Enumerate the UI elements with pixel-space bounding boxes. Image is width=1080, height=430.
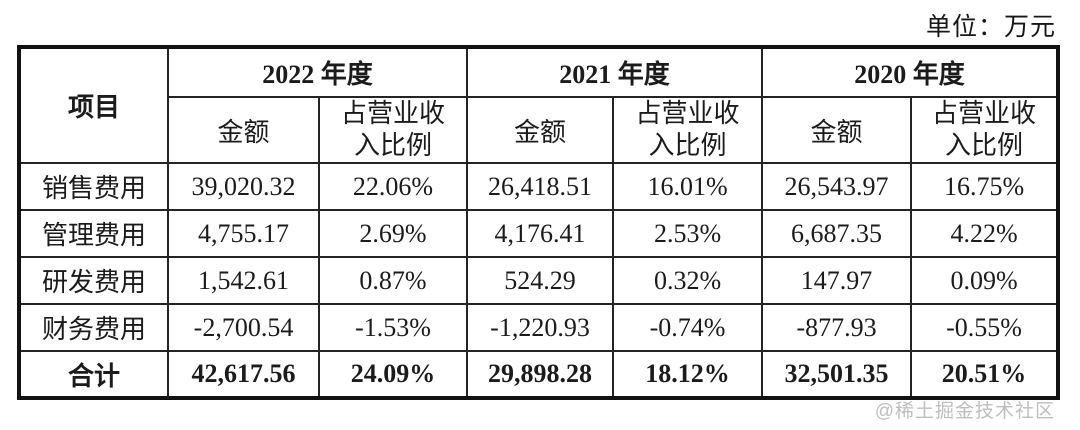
cell-amount-2020: 26,543.97 xyxy=(761,162,913,211)
cell-amount-2020: 147.97 xyxy=(761,256,913,305)
header-year-2022: 2022 年度 xyxy=(166,46,469,98)
header-ratio-2020: 占营业收 入比例 xyxy=(910,96,1060,164)
cell-amount-2022: 42,617.56 xyxy=(167,350,320,399)
cell-ratio-2021: -0.74% xyxy=(612,303,764,352)
header-ratio-2022: 占营业收 入比例 xyxy=(317,96,469,164)
item-label: 研发费用 xyxy=(18,256,169,305)
header-item: 项目 xyxy=(18,46,169,164)
cell-amount-2021: -1,220.93 xyxy=(466,303,615,352)
cell-ratio-2020: 0.09% xyxy=(910,256,1060,305)
row-sales-expenses: 销售费用 39,020.32 22.06% 26,418.51 16.01% 2… xyxy=(18,162,1060,211)
cell-ratio-2020: 4.22% xyxy=(910,209,1060,258)
cell-ratio-2021: 16.01% xyxy=(612,162,764,211)
header-amount-2022: 金额 xyxy=(167,96,320,164)
item-label: 管理费用 xyxy=(18,209,169,258)
row-total: 合计 42,617.56 24.09% 29,898.28 18.12% 32,… xyxy=(18,350,1060,399)
cell-amount-2020: -877.93 xyxy=(761,303,913,352)
item-label: 财务费用 xyxy=(18,303,169,352)
header-year-row: 项目 2022 年度 2021 年度 2020 年度 xyxy=(18,46,1060,164)
cell-amount-2020: 6,687.35 xyxy=(761,209,913,258)
cell-amount-2021: 26,418.51 xyxy=(466,162,615,211)
cell-amount-2022: 39,020.32 xyxy=(167,162,320,211)
cell-ratio-2020: 20.51% xyxy=(910,350,1060,399)
cell-ratio-2021: 0.32% xyxy=(612,256,764,305)
cell-ratio-2022: 24.09% xyxy=(317,350,469,399)
cell-amount-2022: -2,700.54 xyxy=(167,303,320,352)
cell-ratio-2022: 0.87% xyxy=(317,256,469,305)
header-amount-2020: 金额 xyxy=(761,96,913,164)
row-admin-expenses: 管理费用 4,755.17 2.69% 4,176.41 2.53% 6,687… xyxy=(18,209,1060,258)
cell-amount-2021: 524.29 xyxy=(466,256,615,305)
cell-amount-2022: 4,755.17 xyxy=(167,209,320,258)
item-label: 合计 xyxy=(18,350,169,399)
cell-ratio-2020: 16.75% xyxy=(910,162,1060,211)
header-year-2020: 2020 年度 xyxy=(761,46,1060,98)
cell-ratio-2022: 2.69% xyxy=(317,209,469,258)
cell-amount-2021: 4,176.41 xyxy=(466,209,615,258)
cell-amount-2022: 1,542.61 xyxy=(167,256,320,305)
cell-ratio-2022: 22.06% xyxy=(317,162,469,211)
watermark: @稀土掘金技术社区 xyxy=(874,401,1055,422)
cell-amount-2020: 32,501.35 xyxy=(761,350,913,399)
cell-amount-2021: 29,898.28 xyxy=(466,350,615,399)
cell-ratio-2022: -1.53% xyxy=(317,303,469,352)
header-sub-row: 金额 占营业收 入比例 金额 占营业收 入比例 金额 占营业收 入比例 xyxy=(19,96,1060,164)
item-label: 销售费用 xyxy=(18,162,169,211)
cell-ratio-2021: 18.12% xyxy=(612,350,764,399)
cell-ratio-2021: 2.53% xyxy=(612,209,764,258)
header-year-2021: 2021 年度 xyxy=(466,46,764,98)
header-ratio-2021: 占营业收 入比例 xyxy=(612,96,764,164)
expenses-table: 项目 2022 年度 2021 年度 2020 年度 金额 占营业收 入比例 金… xyxy=(17,45,1061,400)
cell-ratio-2020: -0.55% xyxy=(910,303,1060,352)
row-rd-expenses: 研发费用 1,542.61 0.87% 524.29 0.32% 147.97 … xyxy=(18,256,1060,305)
header-amount-2021: 金额 xyxy=(466,96,615,164)
unit-label: 单位：万元 xyxy=(925,14,1056,41)
row-finance-expenses: 财务费用 -2,700.54 -1.53% -1,220.93 -0.74% -… xyxy=(18,303,1060,352)
